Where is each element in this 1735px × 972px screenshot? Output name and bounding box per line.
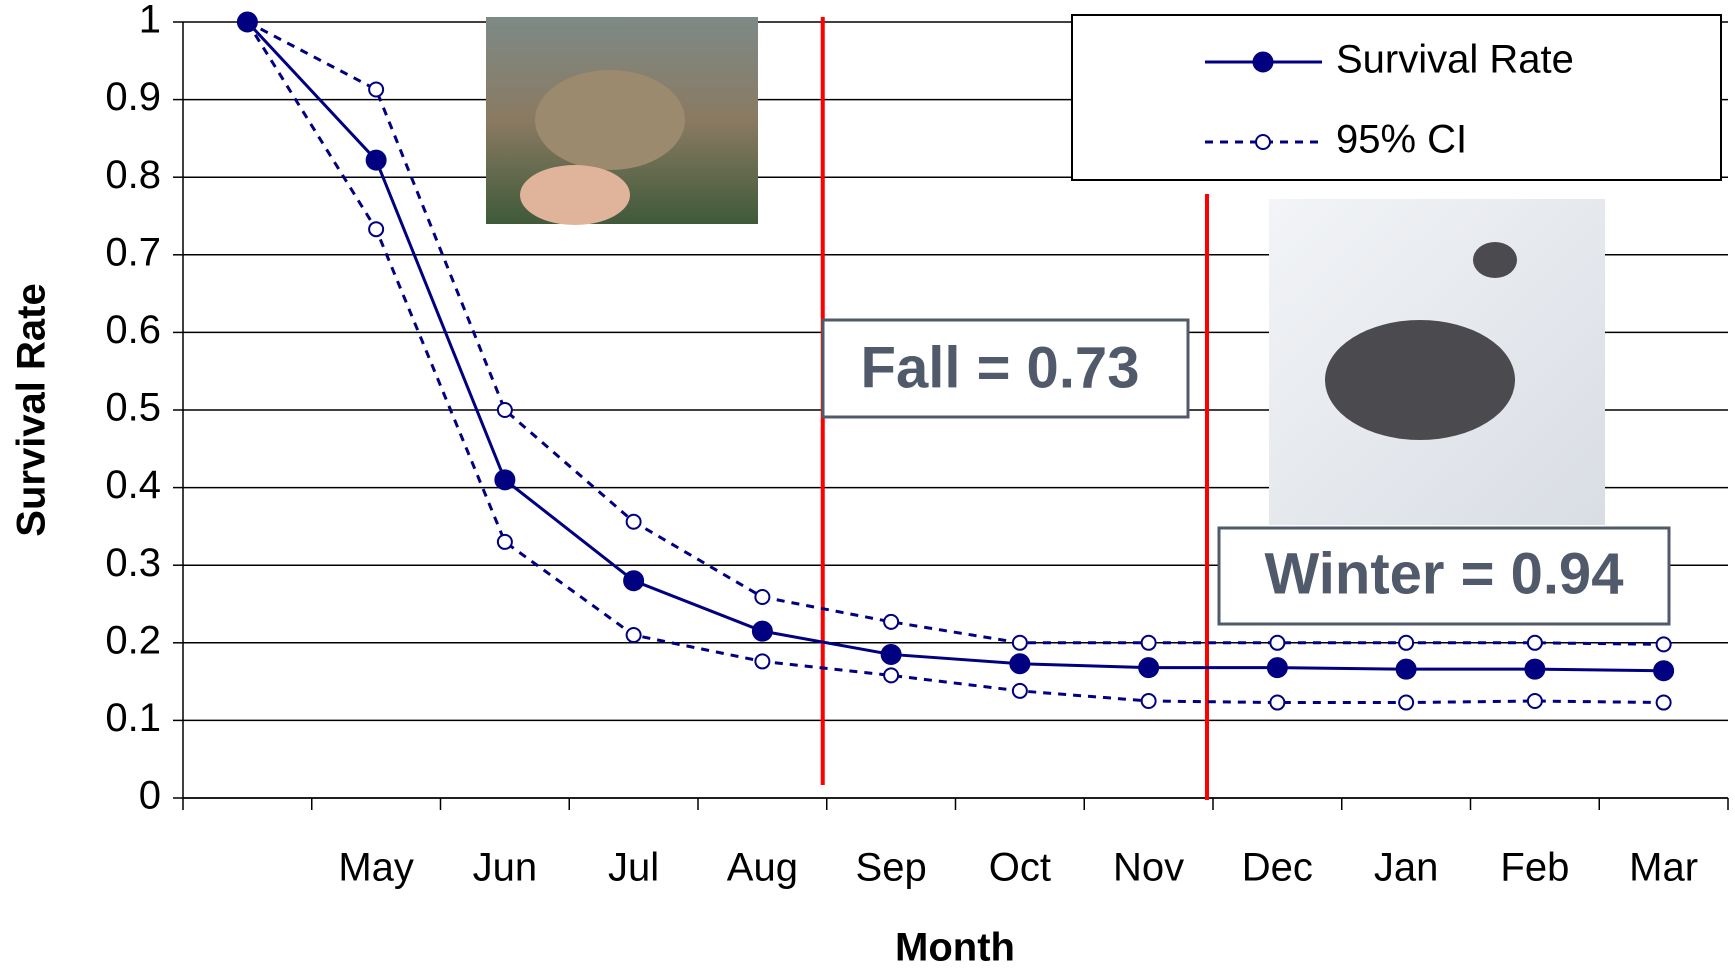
ci-marker <box>1011 634 1028 651</box>
ci-marker <box>1398 694 1415 711</box>
x-tick-label: Jun <box>473 846 538 890</box>
annotation-box <box>821 318 1190 419</box>
x-tick-label: Sep <box>856 846 927 890</box>
y-tick-label: 1 <box>139 0 161 42</box>
point <box>1009 653 1031 675</box>
ci-marker <box>496 402 513 418</box>
y-tick-label: 0.6 <box>105 308 161 352</box>
x-tick-label: Aug <box>727 846 798 890</box>
ci-marker <box>1526 693 1543 709</box>
ci-marker <box>754 589 771 606</box>
line <box>246 21 1664 705</box>
ci-marker <box>625 627 642 644</box>
point <box>623 570 645 592</box>
point <box>751 620 773 642</box>
point <box>365 149 387 171</box>
y-tick-label: 0.4 <box>105 463 161 507</box>
x-tick-label: Dec <box>1242 846 1313 890</box>
x-tick-label: Feb <box>1500 846 1569 890</box>
x-tick-label: Jul <box>608 846 659 890</box>
point <box>880 643 902 665</box>
legend-marker <box>1252 51 1274 73</box>
y-tick-label: 0.1 <box>105 696 161 740</box>
ci-marker <box>368 81 385 98</box>
ci-marker <box>1655 694 1672 711</box>
x-axis-title: Month <box>895 926 1015 970</box>
ci-marker <box>1269 694 1286 711</box>
y-axis-title: Survival Rate <box>10 283 54 536</box>
point <box>1138 657 1160 679</box>
point <box>494 469 516 491</box>
ci-marker <box>883 667 900 684</box>
x-tick-label: Nov <box>1113 846 1184 890</box>
legend <box>1071 14 1722 181</box>
point <box>1524 658 1546 680</box>
ci-marker <box>1140 634 1157 651</box>
photo-hand <box>520 165 630 225</box>
photo-subject <box>1325 320 1515 440</box>
annotation-box <box>1217 526 1671 626</box>
y-tick-label: 0.9 <box>105 75 161 119</box>
ci-marker <box>625 513 642 530</box>
point <box>1266 657 1288 679</box>
photo-subject <box>535 70 685 170</box>
legend-marker <box>1255 134 1271 150</box>
ci-marker <box>754 653 771 670</box>
x-tick-label: May <box>338 846 414 890</box>
point <box>1395 658 1417 680</box>
y-tick-label: 0.3 <box>105 541 161 585</box>
annotation: Winter = 0.94 <box>1265 541 1624 606</box>
y-tick-label: 0.2 <box>105 618 161 662</box>
ci-marker <box>1269 634 1286 651</box>
ci-marker <box>1398 634 1415 651</box>
x-tick-label: Oct <box>989 846 1051 890</box>
x-tick-label: Mar <box>1629 846 1698 890</box>
line <box>246 20 1664 673</box>
y-tick-label: 0.7 <box>105 230 161 274</box>
y-tick-label: 0.8 <box>105 153 161 197</box>
point <box>236 11 258 33</box>
photo-subject <box>1473 242 1517 278</box>
y-tick-label: 0.5 <box>105 386 161 430</box>
y-tick-label: 0 <box>139 774 161 818</box>
ci-marker <box>883 613 900 630</box>
ci-marker <box>1140 693 1157 709</box>
point <box>1653 660 1675 682</box>
x-tick-label: Jan <box>1374 846 1439 890</box>
legend-label: 95% CI <box>1336 118 1467 162</box>
ci-marker <box>1655 636 1672 653</box>
ci-marker <box>1011 682 1028 699</box>
legend-label: Survival Rate <box>1336 38 1574 82</box>
ci-marker <box>1526 634 1543 651</box>
annotation: Fall = 0.73 <box>861 335 1140 400</box>
line <box>246 20 1664 646</box>
ci-marker <box>368 221 385 238</box>
ci-marker <box>496 533 513 550</box>
plot-area: 0 0.1 0.2 0.3 0.4 0.5 0.6 0.7 0.8 0.9 1 May Jun Jul Au… <box>105 0 1729 890</box>
